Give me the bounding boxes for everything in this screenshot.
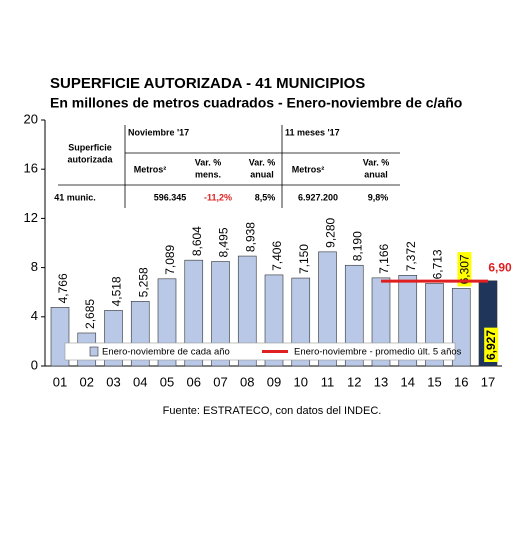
y-tick-label: 20 — [24, 111, 38, 126]
y-tick-label: 16 — [24, 161, 38, 176]
bar — [451, 288, 471, 367]
value-label: 2,685 — [83, 299, 97, 329]
value-label: 7,089 — [163, 244, 177, 274]
table-cell: 596.345 — [154, 192, 187, 202]
legend-label: Enero-noviembre de cada año — [102, 347, 230, 358]
line-end-label: 6,90 — [488, 260, 512, 274]
value-label-group: 7,166 — [377, 244, 391, 274]
value-label-group: 8,938 — [243, 222, 257, 252]
table-column-header: anual — [250, 169, 274, 179]
value-label: 8,938 — [243, 222, 257, 252]
value-label: 8,604 — [190, 226, 204, 256]
table-cell: -11,2% — [204, 192, 232, 202]
data-table — [58, 125, 400, 208]
bar — [211, 261, 230, 367]
table-header: Superficie — [68, 142, 112, 152]
value-label-group: 2,685 — [83, 299, 97, 329]
bar — [184, 259, 204, 367]
legend-label: Enero-noviembre - promedio últ. 5 años — [294, 347, 462, 358]
table-group: 11 meses '17 — [285, 127, 340, 137]
value-label: 5,258 — [136, 267, 150, 297]
x-tick-label: 12 — [347, 374, 361, 389]
y-tick-label: 12 — [24, 210, 38, 225]
x-tick-label: 10 — [294, 374, 308, 389]
table-cell: 41 munic. — [54, 192, 96, 202]
value-label-group: 7,372 — [404, 241, 418, 271]
value-label-group: 6,713 — [431, 249, 445, 279]
bar — [237, 255, 257, 367]
value-label: 6,927 — [484, 330, 498, 360]
value-label-group: 7,150 — [297, 244, 311, 274]
x-tick-label: 16 — [454, 374, 468, 389]
x-tick-label: 09 — [267, 374, 281, 389]
legend-swatch — [89, 346, 99, 357]
value-label: 7,150 — [297, 244, 311, 274]
label-background — [484, 327, 499, 362]
table-group: Noviembre '17 — [128, 127, 189, 137]
table-cell: 9,8% — [368, 192, 389, 202]
legend-box — [64, 342, 456, 361]
source-note: Fuente: ESTRATECO, con datos del INDEC. — [163, 405, 382, 417]
bar — [318, 251, 337, 367]
value-label-group: 4,518 — [110, 276, 124, 306]
value-label-group: 8,190 — [350, 231, 364, 261]
value-label: 7,406 — [270, 241, 284, 271]
chart-title: SUPERFICIE AUTORIZADA - 41 MUNICIPIOS — [50, 75, 365, 92]
value-label: 7,166 — [377, 244, 391, 274]
label-background — [457, 252, 472, 287]
table-column-header: Metros² — [292, 164, 325, 174]
table-cell: 6.927.200 — [298, 192, 338, 202]
value-label: 8,495 — [217, 227, 231, 257]
x-tick-label: 05 — [160, 374, 174, 389]
x-tick-label: 13 — [374, 374, 388, 389]
x-tick-label: 07 — [213, 374, 227, 389]
value-label: 6,713 — [431, 249, 445, 279]
value-label: 4,518 — [110, 276, 124, 306]
y-tick-label: 0 — [31, 357, 38, 372]
table-cell: 8,5% — [255, 192, 276, 202]
table-column-header: Var. % — [195, 157, 222, 167]
table-column-header: anual — [364, 169, 388, 179]
x-tick-label: 15 — [427, 374, 441, 389]
x-tick-label: 04 — [133, 374, 147, 389]
value-label-group: 6,927 — [484, 327, 499, 362]
value-label: 8,190 — [350, 231, 364, 261]
value-label-group: 7,406 — [270, 241, 284, 271]
x-tick-label: 03 — [106, 374, 120, 389]
value-label-group: 6,307 — [457, 252, 472, 287]
value-label-group: 7,089 — [163, 244, 177, 274]
x-tick-label: 17 — [481, 374, 495, 389]
value-label: 9,280 — [324, 218, 338, 248]
value-label-group: 5,258 — [136, 267, 150, 297]
bar — [344, 264, 364, 367]
table-header: autorizada — [67, 154, 113, 164]
x-tick-label: 14 — [401, 374, 415, 389]
value-label-group: 8,604 — [190, 226, 204, 256]
value-label: 7,372 — [404, 241, 418, 271]
y-tick-label: 4 — [31, 308, 38, 323]
x-tick-label: 01 — [53, 374, 67, 389]
value-label-group: 8,495 — [217, 227, 231, 257]
table-column-header: Var. % — [249, 157, 276, 167]
chart-subtitle: En millones de metros cuadrados - Enero-… — [50, 95, 462, 111]
value-label-group: 9,280 — [324, 218, 338, 248]
x-tick-label: 08 — [240, 374, 254, 389]
value-label: 4,766 — [56, 273, 70, 303]
x-tick-label: 02 — [80, 374, 94, 389]
value-label-group: 4,766 — [56, 273, 70, 303]
y-tick-label: 8 — [31, 259, 38, 274]
table-column-header: Metros² — [134, 164, 167, 174]
x-tick-label: 11 — [321, 374, 335, 389]
x-tick-label: 06 — [187, 374, 201, 389]
bar — [50, 307, 70, 367]
value-label: 6,307 — [457, 254, 471, 284]
table-column-header: mens. — [195, 169, 221, 179]
table-column-header: Var. % — [363, 157, 390, 167]
